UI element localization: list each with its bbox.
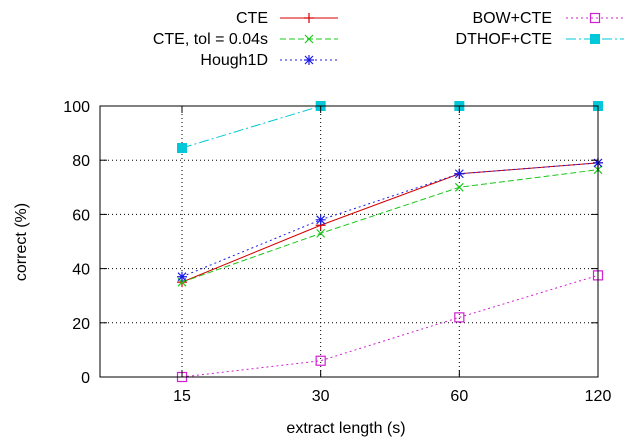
legend-item-cte-tol-0-04s: CTE, tol = 0.04s — [153, 31, 338, 48]
x-tick-label: 15 — [173, 388, 191, 405]
y-axis-label: correct (%) — [13, 203, 30, 281]
legend-label: Hough1D — [200, 52, 268, 69]
point-bow-cte-square-marker — [315, 355, 326, 366]
legend-dthof-cte-filled-square-marker — [590, 34, 600, 44]
y-tick-label: 80 — [72, 153, 90, 170]
legend-item-cte: CTE — [236, 10, 338, 27]
y-tick-label: 100 — [63, 99, 90, 116]
legend-cte-plus-marker — [304, 13, 314, 23]
series-line-cte-tol-0-04s — [181, 169, 599, 283]
series-layer — [176, 101, 604, 383]
legend-item-bow-cte: BOW+CTE — [472, 10, 624, 27]
x-axis-label: extract length (s) — [286, 420, 405, 437]
series-line-dthof-cte — [181, 105, 598, 149]
legend-label: CTE, tol = 0.04s — [153, 31, 268, 48]
legend: CTE CTE, tol = 0.04s Hough1D BOW+CTE DTHOF+C… — [153, 10, 624, 69]
plot-frame — [99, 105, 599, 378]
series-hough1d — [177, 157, 603, 282]
series-line-hough1d — [181, 162, 599, 278]
legend-item-hough1d: Hough1D — [200, 52, 338, 69]
series-line-bow-cte — [181, 274, 599, 378]
legend-hough1d-star-marker — [304, 55, 314, 65]
y-tick-label: 0 — [81, 370, 90, 387]
series-dthof-cte — [177, 101, 603, 154]
x-tick-label: 120 — [585, 388, 612, 405]
x-tick-label: 60 — [450, 388, 468, 405]
y-tick-label: 60 — [72, 207, 90, 224]
point-hough1d-star-marker — [454, 168, 465, 179]
point-cte-tol-0-04s-cross-marker — [454, 182, 464, 192]
series-cte-tol-0-04s — [177, 165, 603, 287]
x-tick-label: 30 — [312, 388, 330, 405]
point-cte-tol-0-04s-cross-marker — [316, 228, 326, 238]
legend-cte-tol-0-04s-cross-marker — [304, 34, 314, 44]
y-tick-label: 20 — [72, 316, 90, 333]
legend-bow-cte-square-marker — [589, 12, 601, 24]
y-tick-label: 40 — [72, 262, 90, 279]
grid-lines — [100, 106, 598, 377]
series-line-cte — [181, 162, 599, 283]
legend-label: DTHOF+CTE — [456, 31, 552, 48]
legend-label: BOW+CTE — [472, 10, 552, 27]
point-dthof-cte-filled-square-marker — [177, 143, 187, 154]
point-bow-cte-square-marker — [454, 312, 465, 323]
series-bow-cte — [176, 270, 604, 383]
point-hough1d-star-marker — [315, 214, 326, 225]
axis-ticks: 0 20 40 60 80 100 15 30 60 120 — [63, 99, 611, 405]
point-hough1d-star-marker — [177, 271, 187, 282]
legend-item-dthof-cte: DTHOF+CTE — [456, 31, 624, 48]
legend-label: CTE — [236, 10, 268, 27]
